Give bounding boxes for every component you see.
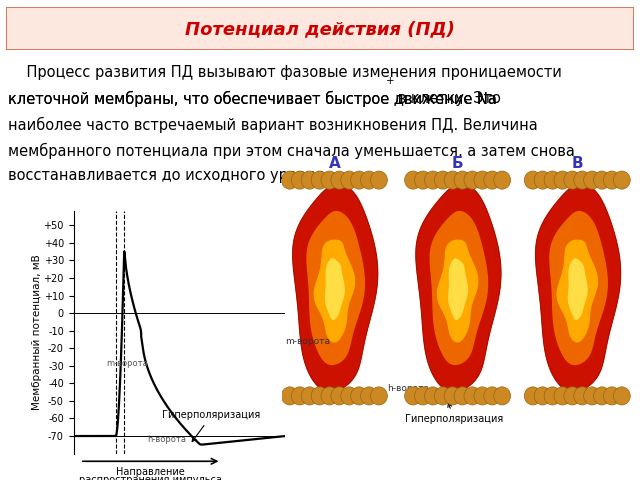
- Ellipse shape: [340, 171, 358, 189]
- Ellipse shape: [584, 387, 600, 405]
- Ellipse shape: [493, 171, 511, 189]
- Ellipse shape: [544, 171, 561, 189]
- Ellipse shape: [484, 387, 500, 405]
- Polygon shape: [437, 240, 478, 342]
- Ellipse shape: [484, 171, 500, 189]
- Ellipse shape: [554, 387, 571, 405]
- Polygon shape: [314, 240, 355, 342]
- Ellipse shape: [282, 171, 298, 189]
- Text: Гиперполяризация: Гиперполяризация: [405, 403, 503, 424]
- Ellipse shape: [415, 171, 431, 189]
- Ellipse shape: [474, 387, 491, 405]
- Ellipse shape: [360, 171, 378, 189]
- Ellipse shape: [415, 387, 431, 405]
- Text: h-ворота: h-ворота: [387, 384, 429, 393]
- Text: Процесс развития ПД вызывают фазовые изменения проницаемости: Процесс развития ПД вызывают фазовые изм…: [8, 65, 562, 80]
- Ellipse shape: [424, 387, 442, 405]
- Ellipse shape: [593, 387, 611, 405]
- Ellipse shape: [321, 387, 338, 405]
- Ellipse shape: [331, 387, 348, 405]
- Ellipse shape: [301, 387, 318, 405]
- Ellipse shape: [574, 171, 591, 189]
- Text: Б: Б: [452, 156, 463, 171]
- Ellipse shape: [534, 387, 551, 405]
- Ellipse shape: [435, 387, 451, 405]
- Text: Потенциал действия (ПД): Потенциал действия (ПД): [185, 20, 455, 38]
- Polygon shape: [416, 184, 501, 392]
- Ellipse shape: [524, 171, 541, 189]
- Ellipse shape: [534, 171, 551, 189]
- Ellipse shape: [454, 387, 471, 405]
- Ellipse shape: [291, 387, 308, 405]
- Text: клеточной мембраны, что обеспечивает быстрое движение Na: клеточной мембраны, что обеспечивает быс…: [8, 91, 497, 107]
- Ellipse shape: [593, 171, 611, 189]
- Text: А: А: [328, 156, 340, 171]
- Text: В: В: [572, 156, 583, 171]
- Ellipse shape: [360, 387, 378, 405]
- Ellipse shape: [282, 387, 298, 405]
- Ellipse shape: [613, 171, 630, 189]
- Ellipse shape: [351, 387, 367, 405]
- Y-axis label: Мембранный потенциал, мВ: Мембранный потенциал, мВ: [32, 254, 42, 410]
- Text: m-ворота: m-ворота: [285, 336, 330, 346]
- Ellipse shape: [604, 387, 620, 405]
- Ellipse shape: [371, 387, 387, 405]
- Polygon shape: [536, 184, 621, 392]
- Ellipse shape: [424, 171, 442, 189]
- Ellipse shape: [454, 171, 471, 189]
- Polygon shape: [307, 212, 364, 364]
- Ellipse shape: [544, 387, 561, 405]
- Ellipse shape: [554, 171, 571, 189]
- Ellipse shape: [584, 171, 600, 189]
- Ellipse shape: [301, 171, 318, 189]
- Text: восстанавливается до исходного уровня.: восстанавливается до исходного уровня.: [8, 168, 328, 183]
- Ellipse shape: [321, 171, 338, 189]
- Polygon shape: [557, 240, 598, 342]
- Text: мембранного потенциала при этом сначала уменьшается, а затем снова: мембранного потенциала при этом сначала …: [8, 143, 575, 159]
- Polygon shape: [326, 259, 344, 319]
- Polygon shape: [550, 212, 607, 364]
- Ellipse shape: [574, 387, 591, 405]
- Ellipse shape: [444, 171, 461, 189]
- Polygon shape: [430, 212, 488, 364]
- Ellipse shape: [493, 387, 511, 405]
- Ellipse shape: [331, 171, 348, 189]
- Ellipse shape: [351, 171, 367, 189]
- Ellipse shape: [311, 387, 328, 405]
- Ellipse shape: [613, 387, 630, 405]
- Ellipse shape: [524, 387, 541, 405]
- Ellipse shape: [435, 171, 451, 189]
- Ellipse shape: [564, 387, 580, 405]
- Text: +: +: [386, 76, 395, 86]
- Text: Гиперполяризация: Гиперполяризация: [163, 410, 260, 442]
- Text: клеточной мембраны, что обеспечивает быстрое движение Na: клеточной мембраны, что обеспечивает быс…: [8, 91, 497, 107]
- Ellipse shape: [404, 171, 422, 189]
- Text: распространения импульса: распространения импульса: [79, 475, 222, 480]
- Ellipse shape: [474, 171, 491, 189]
- Ellipse shape: [291, 171, 308, 189]
- Text: m-ворота: m-ворота: [106, 359, 148, 368]
- Text: Направление: Направление: [116, 467, 185, 477]
- Polygon shape: [568, 259, 587, 319]
- Ellipse shape: [311, 171, 328, 189]
- Ellipse shape: [444, 387, 461, 405]
- Ellipse shape: [404, 387, 422, 405]
- Ellipse shape: [464, 171, 481, 189]
- Polygon shape: [449, 259, 467, 319]
- Text: в клетку. Это: в клетку. Это: [393, 91, 501, 106]
- Ellipse shape: [340, 387, 358, 405]
- Polygon shape: [292, 184, 378, 392]
- Ellipse shape: [464, 387, 481, 405]
- Ellipse shape: [604, 171, 620, 189]
- Ellipse shape: [371, 171, 387, 189]
- Ellipse shape: [564, 171, 580, 189]
- Text: наиболее часто встречаемый вариант возникновения ПД. Величина: наиболее часто встречаемый вариант возни…: [8, 117, 538, 133]
- Text: h-ворота: h-ворота: [148, 435, 186, 444]
